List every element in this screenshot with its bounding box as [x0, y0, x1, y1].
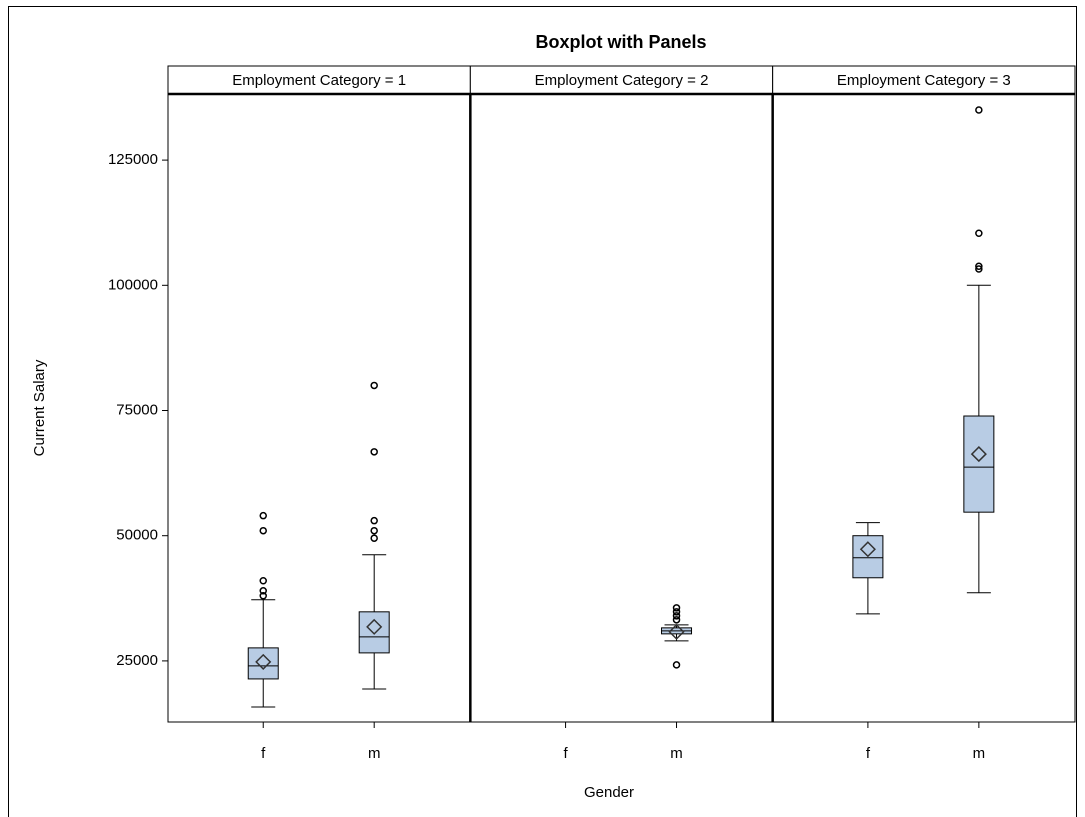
mean-marker	[255, 653, 272, 670]
outlier	[259, 577, 267, 585]
x-axis-label: Gender	[584, 784, 634, 801]
box	[963, 415, 995, 513]
mean-marker	[859, 541, 876, 558]
y-tick-label: 125000	[108, 151, 158, 168]
outlier	[370, 381, 378, 390]
y-tick-label: 25000	[116, 652, 158, 669]
x-tick-label: f	[261, 745, 266, 762]
outlier	[975, 106, 983, 114]
x-tick-label: f	[866, 745, 871, 762]
outlier	[672, 661, 681, 669]
outlier	[259, 592, 267, 600]
box	[247, 647, 279, 680]
x-tick-label: m	[368, 745, 381, 762]
outlier	[672, 616, 681, 624]
outlier	[975, 262, 983, 271]
x-tick-label: f	[563, 745, 568, 762]
mean-marker	[970, 446, 987, 463]
outlier	[370, 526, 378, 535]
outlier	[975, 265, 983, 273]
panel-frame	[772, 93, 1076, 723]
outlier	[259, 526, 267, 535]
outlier	[975, 229, 983, 237]
outlier	[259, 511, 267, 520]
outlier	[259, 587, 267, 595]
panel-title: Employment Category = 3	[837, 72, 1011, 89]
x-tick-label: m	[973, 745, 986, 762]
box	[358, 611, 390, 654]
panel-header	[167, 65, 471, 95]
outlier	[370, 534, 378, 542]
outlier	[370, 516, 378, 525]
y-axis-label: Current Salary	[31, 359, 48, 456]
chart-title: Boxplot with Panels	[535, 32, 706, 52]
y-tick-label: 50000	[116, 527, 158, 544]
panel-frame	[469, 93, 774, 723]
mean-marker	[366, 618, 383, 635]
panel-title: Employment Category = 2	[535, 72, 709, 89]
outlier	[370, 448, 378, 456]
outer-border	[8, 6, 1077, 817]
outlier	[672, 612, 681, 620]
mean-marker	[668, 623, 685, 640]
panel-header	[772, 65, 1076, 95]
panel-frame	[167, 93, 471, 723]
x-tick-label: m	[670, 745, 683, 762]
panel-title: Employment Category = 1	[232, 72, 406, 89]
outlier	[672, 608, 681, 616]
outlier	[672, 604, 681, 612]
y-tick-label: 100000	[108, 276, 158, 293]
y-tick-label: 75000	[116, 401, 158, 418]
